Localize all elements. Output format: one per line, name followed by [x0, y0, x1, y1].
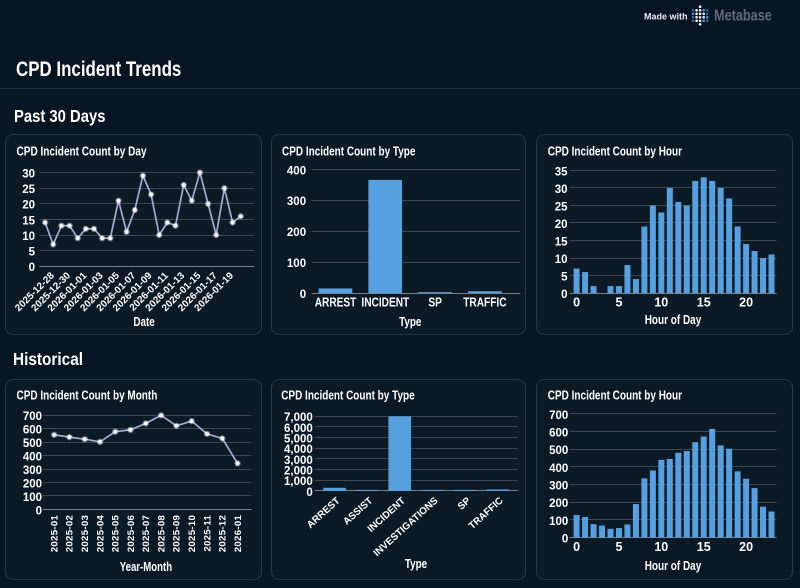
- svg-text:15: 15: [696, 540, 710, 554]
- svg-text:2025-11: 2025-11: [202, 514, 213, 551]
- svg-text:TRAFFIC: TRAFFIC: [467, 495, 506, 531]
- svg-text:2026-01: 2026-01: [233, 514, 244, 552]
- svg-text:2025-12: 2025-12: [218, 514, 229, 551]
- svg-text:20: 20: [22, 200, 35, 212]
- svg-text:0: 0: [29, 262, 35, 274]
- svg-text:0: 0: [573, 540, 580, 554]
- svg-text:200: 200: [549, 498, 568, 510]
- svg-text:0: 0: [561, 289, 567, 301]
- svg-text:CPD Incident Count by Day: CPD Incident Count by Day: [17, 146, 148, 159]
- svg-text:SP: SP: [428, 295, 442, 309]
- svg-text:100: 100: [287, 258, 306, 270]
- svg-text:ARREST: ARREST: [315, 295, 357, 309]
- svg-text:2025-05: 2025-05: [111, 514, 122, 552]
- svg-text:0: 0: [306, 486, 312, 498]
- svg-text:700: 700: [23, 411, 42, 423]
- svg-text:400: 400: [23, 451, 42, 463]
- svg-text:300: 300: [287, 196, 306, 208]
- svg-text:5: 5: [29, 247, 36, 259]
- svg-text:INCIDENT: INCIDENT: [361, 295, 409, 309]
- svg-text:Year-Month: Year-Month: [120, 560, 173, 573]
- svg-text:Type: Type: [405, 558, 427, 571]
- svg-text:2,000: 2,000: [284, 465, 313, 477]
- svg-text:SP: SP: [456, 495, 473, 512]
- svg-text:15: 15: [22, 215, 35, 227]
- svg-text:400: 400: [549, 462, 568, 474]
- svg-text:200: 200: [287, 227, 306, 239]
- svg-text:400: 400: [287, 165, 306, 177]
- svg-text:5: 5: [561, 272, 568, 284]
- svg-text:TRAFFIC: TRAFFIC: [463, 295, 507, 309]
- svg-text:20: 20: [739, 540, 753, 554]
- svg-text:25: 25: [22, 184, 35, 196]
- svg-text:2025-10: 2025-10: [187, 514, 198, 551]
- svg-text:10: 10: [22, 231, 35, 243]
- svg-text:2025-09: 2025-09: [172, 514, 183, 551]
- svg-text:0: 0: [36, 505, 42, 517]
- svg-text:CPD Incident Count by Type: CPD Incident Count by Type: [282, 145, 415, 158]
- svg-text:2025-04: 2025-04: [95, 514, 106, 552]
- svg-text:2025-01: 2025-01: [49, 514, 60, 552]
- svg-text:10: 10: [654, 296, 668, 310]
- svg-text:25: 25: [554, 201, 567, 213]
- svg-text:100: 100: [549, 515, 568, 527]
- svg-text:300: 300: [549, 480, 568, 492]
- svg-text:1,000: 1,000: [284, 476, 313, 488]
- svg-text:20: 20: [739, 296, 753, 310]
- svg-text:700: 700: [549, 409, 568, 421]
- svg-text:0: 0: [573, 296, 580, 310]
- svg-text:2025-08: 2025-08: [156, 514, 167, 552]
- svg-text:2025-06: 2025-06: [126, 514, 137, 551]
- svg-text:Hour of Day: Hour of Day: [644, 314, 701, 327]
- svg-text:35: 35: [554, 166, 567, 178]
- svg-text:CPD Incident Count by Type: CPD Incident Count by Type: [281, 389, 414, 402]
- svg-text:10: 10: [654, 540, 668, 554]
- svg-text:300: 300: [23, 465, 42, 477]
- svg-text:20: 20: [554, 219, 567, 231]
- svg-text:Metabase: Metabase: [714, 7, 772, 24]
- svg-text:Type: Type: [399, 316, 421, 329]
- svg-text:Date: Date: [133, 316, 154, 329]
- svg-text:500: 500: [549, 445, 568, 457]
- svg-text:15: 15: [554, 236, 567, 248]
- svg-text:5: 5: [615, 540, 622, 554]
- svg-text:7,000: 7,000: [284, 412, 313, 424]
- svg-text:CPD Incident Count by Hour: CPD Incident Count by Hour: [547, 389, 682, 402]
- svg-text:2025-02: 2025-02: [65, 514, 76, 551]
- svg-text:100: 100: [23, 491, 42, 503]
- svg-text:600: 600: [23, 424, 42, 436]
- svg-text:10: 10: [554, 254, 567, 266]
- svg-text:4,000: 4,000: [284, 444, 313, 456]
- svg-text:CPD Incident Count by Month: CPD Incident Count by Month: [17, 389, 158, 402]
- svg-text:0: 0: [561, 533, 567, 545]
- svg-text:6,000: 6,000: [284, 422, 313, 434]
- svg-text:CPD Incident Count by Hour: CPD Incident Count by Hour: [547, 145, 682, 158]
- svg-text:ARREST: ARREST: [305, 495, 343, 530]
- svg-text:30: 30: [554, 184, 567, 196]
- svg-text:30: 30: [22, 168, 35, 180]
- svg-text:500: 500: [23, 438, 42, 450]
- svg-text:5: 5: [615, 296, 622, 310]
- svg-text:Hour of Day: Hour of Day: [644, 560, 701, 573]
- svg-text:Made with: Made with: [644, 11, 688, 21]
- svg-text:2025-03: 2025-03: [80, 514, 91, 551]
- svg-text:0: 0: [300, 289, 306, 301]
- svg-text:5,000: 5,000: [284, 433, 313, 445]
- svg-text:2025-07: 2025-07: [141, 514, 152, 551]
- svg-text:3,000: 3,000: [284, 454, 313, 466]
- svg-text:200: 200: [23, 478, 42, 490]
- svg-text:600: 600: [549, 427, 568, 439]
- svg-text:15: 15: [696, 296, 710, 310]
